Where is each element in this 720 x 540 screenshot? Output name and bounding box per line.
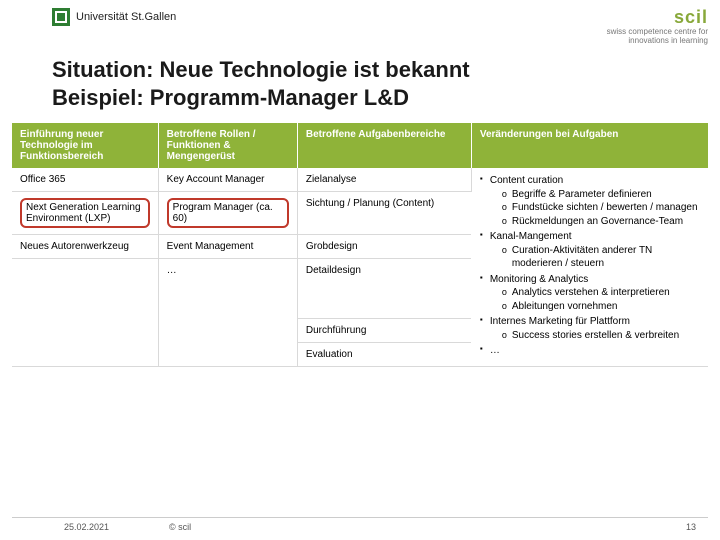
cell-r6c3: Evaluation	[297, 342, 471, 366]
header-col2: Betroffene Rollen / Funktionen & Mengeng…	[158, 123, 297, 168]
scil-brand: scil	[674, 7, 708, 27]
logo-bar: Universität St.Gallen scil swiss compete…	[12, 8, 708, 54]
changes-list: Content curation Begriffe & Parameter de…	[480, 174, 700, 358]
cell-r4c2: …	[158, 259, 297, 367]
sg-logo-icon	[52, 8, 70, 26]
chg-b1-3: Rückmeldungen an Governance-Team	[502, 215, 700, 229]
chg-b4: Internes Marketing für Plattform	[490, 316, 630, 327]
highlight-lxp: Next Generation Learning Environment (LX…	[20, 198, 150, 228]
footer-date: 25.02.2021	[64, 522, 109, 532]
header-col1: Einführung neuer Technologie im Funktion…	[12, 123, 158, 168]
slide: Universität St.Gallen scil swiss compete…	[0, 0, 720, 540]
cell-r1c3: Zielanalyse	[297, 168, 471, 192]
chg-b3-1: Analytics verstehen & interpretieren	[502, 286, 700, 300]
cell-r2c3: Sichtung / Planung (Content)	[297, 192, 471, 235]
cell-r4c1	[12, 259, 158, 367]
logo-right: scil swiss competence centre for innovat…	[607, 8, 708, 45]
sg-logo-text: Universität St.Gallen	[76, 11, 176, 23]
title-line-2: Beispiel: Programm-Manager L&D	[52, 84, 708, 112]
cell-r5c3: Durchführung	[297, 318, 471, 342]
chg-b2: Kanal-Mangement	[490, 231, 572, 242]
cell-r2c2: Program Manager (ca. 60)	[158, 192, 297, 235]
cell-r3c1: Neues Autorenwerkzeug	[12, 235, 158, 259]
title-line-1: Situation: Neue Technologie ist bekannt	[52, 56, 708, 84]
cell-r4c3: Detaildesign	[297, 259, 471, 319]
chg-b3: Monitoring & Analytics	[490, 274, 588, 285]
slide-title: Situation: Neue Technologie ist bekannt …	[12, 54, 708, 123]
logo-left: Universität St.Gallen	[12, 8, 176, 26]
cell-changes: Content curation Begriffe & Parameter de…	[471, 168, 708, 366]
cell-r3c2: Event Management	[158, 235, 297, 259]
chg-b4-1: Success stories erstellen & verbreiten	[502, 329, 700, 343]
main-table: Einführung neuer Technologie im Funktion…	[12, 123, 708, 367]
cell-r3c3: Grobdesign	[297, 235, 471, 259]
chg-b5: …	[480, 344, 700, 358]
header-col3: Betroffene Aufgabenbereiche	[297, 123, 471, 168]
footer: 25.02.2021 © scil 13	[12, 517, 708, 532]
chg-b2-1: Curation-Aktivitäten anderer TN moderier…	[502, 244, 700, 271]
chg-b3-2: Ableitungen vornehmen	[502, 300, 700, 314]
highlight-pm: Program Manager (ca. 60)	[167, 198, 289, 228]
header-col4: Veränderungen bei Aufgaben	[471, 123, 708, 168]
chg-b1-1: Begriffe & Parameter definieren	[502, 188, 700, 202]
cell-r1c1: Office 365	[12, 168, 158, 192]
chg-b1: Content curation	[490, 175, 563, 186]
chg-b1-2: Fundstücke sichten / bewerten / managen	[502, 201, 700, 215]
footer-page: 13	[686, 522, 696, 532]
scil-tagline2: innovations in learning	[607, 37, 708, 46]
footer-copyright: © scil	[169, 522, 191, 532]
cell-r1c2: Key Account Manager	[158, 168, 297, 192]
cell-r2c1: Next Generation Learning Environment (LX…	[12, 192, 158, 235]
